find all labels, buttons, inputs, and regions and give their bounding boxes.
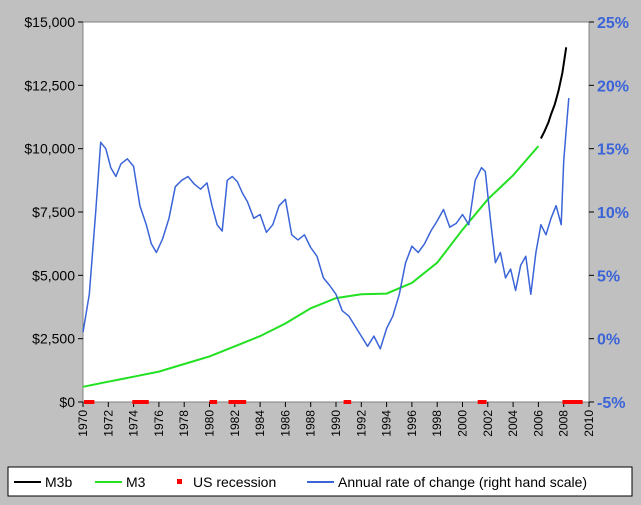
series-line-m3b [540, 47, 568, 139]
x-tick-label: 1990 [329, 410, 343, 437]
x-tick-label: 2004 [506, 410, 520, 437]
legend-label-m3: M3 [126, 474, 146, 490]
y-left-tick-label: $15,000 [24, 14, 75, 30]
x-tick-label: 1982 [228, 410, 242, 437]
x-tick-label: 1988 [304, 410, 318, 437]
y-left-tick-label: $10,000 [24, 141, 75, 157]
x-tick-label: 1978 [177, 410, 191, 437]
axes-layer: $0 $2,500 $5,000 $7,500 $10,000 $12,500 $15,00… [24, 14, 629, 437]
y-left-tick-label: $5,000 [32, 267, 75, 283]
recession-marker [228, 400, 247, 404]
x-tick-label: 2010 [582, 410, 596, 437]
recession-marker [343, 400, 352, 404]
x-tick-label: 2000 [456, 410, 470, 437]
recession-marker [84, 400, 95, 404]
legend: M3b M3 US recession Annual rate of chang… [7, 466, 633, 497]
y-right-tick-label: 0% [597, 332, 620, 349]
y-left-tick-label: $12,500 [24, 77, 75, 93]
x-tick-label: 1984 [253, 410, 267, 437]
y-right-tick-label: 15% [597, 142, 629, 159]
y-right-tick-label: 20% [597, 78, 629, 95]
x-tick-label: 2002 [481, 410, 495, 437]
legend-label-rate: Annual rate of change (right hand scale) [338, 474, 587, 490]
x-tick-label: 1992 [354, 410, 368, 437]
plot-area [82, 21, 590, 403]
x-tick-label: 1994 [380, 410, 394, 437]
series-line-rate [82, 97, 570, 350]
y-left-tick-label: $2,500 [32, 331, 75, 347]
y-left-tick-label: $7,500 [32, 204, 75, 220]
x-tick-label: 1980 [203, 410, 217, 437]
x-tick-label: 1996 [405, 410, 419, 437]
x-tick-label: 1986 [278, 410, 292, 437]
series-line-m3 [82, 145, 540, 388]
y-right-tick-label: 10% [597, 205, 629, 222]
x-tick-label: 2008 [557, 410, 571, 437]
legend-label-recession: US recession [193, 474, 276, 490]
x-tick-label: 1972 [101, 410, 115, 437]
y-right-tick-label: 25% [597, 15, 629, 32]
recession-marker [132, 400, 149, 404]
recession-marker [562, 400, 583, 404]
legend-label-m3b: M3b [45, 474, 72, 490]
x-tick-label: 1998 [430, 410, 444, 437]
series-layer [82, 47, 583, 404]
legend-swatch-recession [177, 479, 182, 484]
x-tick-label: 1976 [152, 410, 166, 437]
recession-marker [209, 400, 218, 404]
y-right-tick-label: 5% [597, 268, 620, 285]
x-tick-label: 1974 [127, 410, 141, 437]
x-tick-label: 2006 [531, 410, 545, 437]
x-tick-label: 1970 [76, 410, 90, 437]
y-right-tick-label: -5% [597, 395, 625, 412]
y-left-tick-label: $0 [59, 394, 75, 410]
recession-marker [477, 400, 487, 404]
